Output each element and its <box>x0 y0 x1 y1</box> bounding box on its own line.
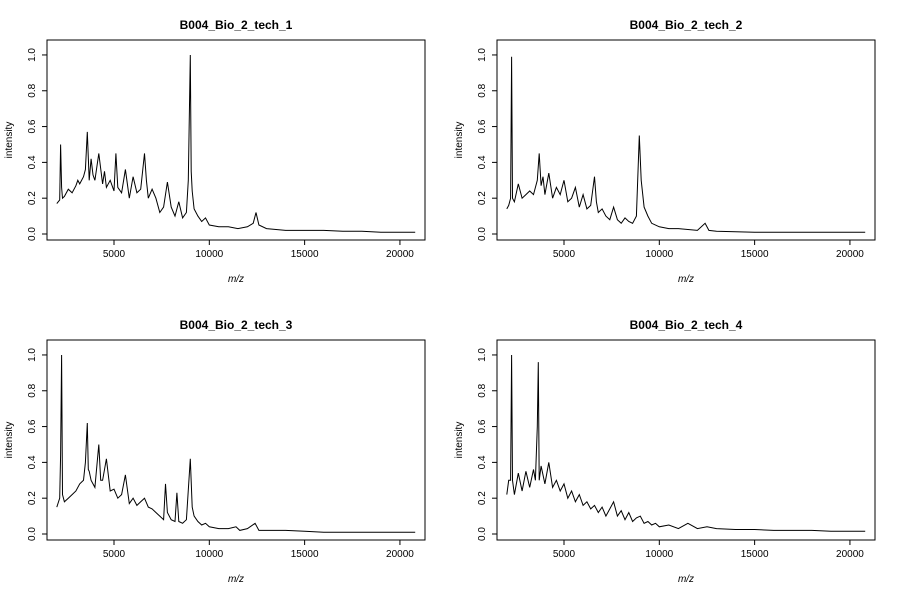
plot-frame <box>496 39 876 241</box>
x-tick-label: 20000 <box>836 549 864 560</box>
y-tick-label: 0.2 <box>27 191 38 205</box>
x-tick-label: 5000 <box>103 249 126 260</box>
x-tick-label: 5000 <box>103 549 126 560</box>
y-tick-label: 0.4 <box>27 155 38 169</box>
spectrum-line <box>506 56 866 233</box>
panel-title: B004_Bio_2_tech_3 <box>180 318 293 332</box>
x-tick-label: 15000 <box>741 249 769 260</box>
panel-title: B004_Bio_2_tech_1 <box>180 18 293 32</box>
y-tick-label: 0.8 <box>477 83 488 97</box>
spectrum-panel-3: B004_Bio_2_tech_3 5000 10000 15000 20000 0.0 0… <box>4 318 426 585</box>
x-axis-label: m/z <box>228 274 244 285</box>
x-tick-label: 15000 <box>291 549 319 560</box>
spectrum-line <box>56 354 416 533</box>
plot-frame <box>46 39 426 241</box>
y-tick-label: 0.8 <box>27 383 38 397</box>
x-tick-label: 10000 <box>645 249 673 260</box>
plot-frame <box>46 339 426 541</box>
y-tick-label: 1.0 <box>477 348 488 362</box>
y-tick-label: 0.0 <box>477 227 488 241</box>
y-tick-label: 1.0 <box>27 348 38 362</box>
y-tick-label: 0.6 <box>477 119 488 133</box>
y-axis-label: intensity <box>4 422 15 459</box>
x-tick-label: 10000 <box>645 549 673 560</box>
spectrum-line <box>506 354 866 532</box>
y-tick-label: 0.4 <box>477 455 488 469</box>
y-tick-label: 0.0 <box>477 527 488 541</box>
y-tick-label: 0.2 <box>477 191 488 205</box>
y-tick-label: 0.6 <box>27 119 38 133</box>
y-tick-label: 0.6 <box>477 419 488 433</box>
spectrum-line <box>56 54 416 233</box>
x-axis-label: m/z <box>228 574 244 585</box>
x-tick-label: 5000 <box>553 549 576 560</box>
plot-frame <box>496 339 876 541</box>
panel-title: B004_Bio_2_tech_4 <box>630 318 743 332</box>
x-axis-label: m/z <box>678 574 694 585</box>
y-tick-label: 0.8 <box>477 383 488 397</box>
y-tick-label: 1.0 <box>477 48 488 62</box>
x-tick-label: 10000 <box>195 549 223 560</box>
y-tick-label: 0.8 <box>27 83 38 97</box>
x-tick-label: 5000 <box>553 249 576 260</box>
y-tick-label: 1.0 <box>27 48 38 62</box>
spectrum-panel-4: B004_Bio_2_tech_4 5000 10000 15000 20000 0.0 0… <box>454 318 876 585</box>
spectrum-panel-2: B004_Bio_2_tech_2 5000 10000 15000 20000 0.0 0… <box>454 18 876 285</box>
y-tick-label: 0.0 <box>27 227 38 241</box>
y-tick-label: 0.6 <box>27 419 38 433</box>
spectrum-panel-1: B004_Bio_2_tech_1 5000 10000 15000 20000 0.0 0… <box>4 18 426 285</box>
x-tick-label: 20000 <box>836 249 864 260</box>
y-tick-label: 0.4 <box>27 455 38 469</box>
y-tick-label: 0.2 <box>27 491 38 505</box>
y-axis-label: intensity <box>454 422 465 459</box>
x-tick-label: 15000 <box>741 549 769 560</box>
y-tick-label: 0.0 <box>27 527 38 541</box>
y-tick-label: 0.2 <box>477 491 488 505</box>
panel-title: B004_Bio_2_tech_2 <box>630 18 743 32</box>
y-axis-label: intensity <box>4 122 15 159</box>
x-tick-label: 15000 <box>291 249 319 260</box>
y-axis-label: intensity <box>454 122 465 159</box>
x-tick-label: 10000 <box>195 249 223 260</box>
x-tick-label: 20000 <box>386 249 414 260</box>
y-tick-label: 0.4 <box>477 155 488 169</box>
x-axis-label: m/z <box>678 274 694 285</box>
x-tick-label: 20000 <box>386 549 414 560</box>
